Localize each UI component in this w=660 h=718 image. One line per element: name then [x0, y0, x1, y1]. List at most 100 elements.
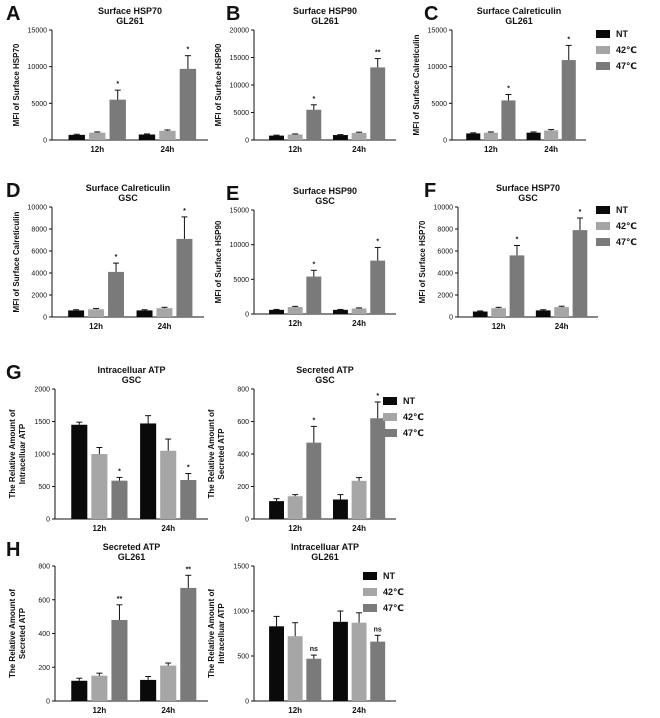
- chart-title: Surface HSP70: [496, 183, 560, 193]
- legend-label: 42℃: [616, 45, 637, 55]
- bar: [306, 276, 322, 314]
- y-tick-label: 10000: [28, 205, 48, 212]
- bar: [287, 636, 303, 701]
- x-tick-label: 12h: [90, 145, 104, 154]
- bar: [483, 132, 498, 140]
- y-axis-label: MFI of Surface HSP90: [214, 43, 223, 126]
- bar: [136, 310, 153, 317]
- legend: NT 42℃ 47℃: [596, 29, 637, 71]
- significance-label: ns: [374, 626, 382, 633]
- bar: [91, 454, 108, 519]
- y-tick-label: 1000: [233, 609, 249, 616]
- y-tick-label: 15000: [230, 55, 250, 62]
- y-tick-label: 5000: [233, 277, 249, 284]
- panel-letter: G: [6, 362, 22, 384]
- significance-label: *: [312, 96, 315, 103]
- chart-title: Intracelluar ATP: [291, 542, 359, 552]
- legend-label: 47℃: [616, 61, 637, 71]
- significance-label: *: [115, 254, 118, 261]
- bar: [68, 310, 85, 317]
- chart-title: Intracelluar ATP: [97, 365, 165, 375]
- bar: [370, 418, 386, 519]
- x-tick-label: 24h: [161, 524, 175, 533]
- y-axis-label: The Relative Amount of: [8, 409, 17, 498]
- legend-swatch: [596, 238, 610, 246]
- bar: [140, 423, 157, 519]
- bar: [287, 307, 303, 314]
- legend-label: 47℃: [383, 603, 404, 613]
- legend: NT 42℃ 47℃: [596, 205, 637, 247]
- legend: NT 42℃ 47℃: [363, 571, 404, 613]
- bar: [370, 67, 386, 140]
- y-tick-label: 0: [43, 138, 47, 145]
- bar: [306, 442, 322, 519]
- legend-swatch: [596, 30, 610, 38]
- y-tick-label: 6000: [437, 249, 453, 256]
- bar: [269, 626, 284, 701]
- x-tick-label: 24h: [161, 145, 175, 154]
- y-tick-label: 10000: [428, 64, 448, 71]
- bar: [111, 480, 128, 519]
- bar: [176, 238, 193, 317]
- y-axis-label: Secreted ATP: [18, 607, 27, 659]
- y-tick-label: 0: [46, 517, 50, 524]
- bar: [351, 480, 367, 519]
- y-axis-label: MFI of Surface HSP70: [418, 220, 427, 303]
- bar: [109, 99, 126, 140]
- y-tick-label: 8000: [437, 227, 453, 234]
- y-tick-label: 0: [245, 517, 249, 524]
- y-tick-label: 0: [43, 315, 47, 322]
- bar: [501, 100, 516, 140]
- x-tick-label: 12h: [492, 322, 506, 331]
- chart-title: Secreted ATP: [103, 542, 161, 552]
- bar: [332, 499, 348, 519]
- bar: [180, 480, 197, 519]
- legend-swatch: [383, 429, 397, 437]
- bar: [269, 135, 284, 140]
- bar: [269, 309, 284, 314]
- significance-label: **: [186, 566, 192, 573]
- y-tick-label: 20000: [230, 28, 250, 35]
- x-tick-label: 24h: [158, 322, 172, 331]
- y-axis-label: MFI of Surface Calreticulin: [12, 211, 21, 312]
- panel-letter: D: [6, 180, 20, 202]
- chart-panel: G Intracelluar ATPGSC0500100015002000The …: [6, 362, 208, 533]
- bar: [159, 130, 176, 140]
- significance-label: *: [507, 86, 510, 93]
- panel-letter: F: [424, 180, 436, 202]
- y-tick-label: 200: [38, 665, 50, 672]
- bar: [332, 135, 348, 140]
- y-tick-label: 1500: [233, 564, 249, 571]
- bar: [306, 109, 322, 140]
- bar: [351, 132, 367, 140]
- significance-label: *: [567, 36, 570, 43]
- panel-letter: A: [6, 3, 20, 25]
- x-tick-label: 12h: [288, 706, 302, 715]
- bar: [535, 310, 551, 317]
- y-axis-label: The Relative Amount of: [207, 589, 216, 678]
- x-tick-label: 12h: [288, 319, 302, 328]
- legend-swatch: [596, 46, 610, 54]
- bar: [71, 680, 88, 701]
- chart-subtitle: GL261: [505, 16, 533, 26]
- x-tick-label: 24h: [352, 319, 366, 328]
- bar: [180, 587, 197, 701]
- panel-letter: B: [226, 3, 240, 25]
- x-tick-label: 12h: [92, 524, 106, 533]
- legend-label: 42℃: [616, 221, 637, 231]
- chart-subtitle: GL261: [311, 552, 339, 562]
- y-tick-label: 1500: [34, 419, 50, 426]
- legend-swatch: [363, 572, 377, 580]
- y-tick-label: 600: [38, 597, 50, 604]
- significance-label: *: [376, 238, 379, 245]
- legend: NT 42℃ 47℃: [383, 396, 424, 438]
- bar: [89, 132, 106, 140]
- x-tick-label: 24h: [544, 145, 558, 154]
- legend-swatch: [596, 62, 610, 70]
